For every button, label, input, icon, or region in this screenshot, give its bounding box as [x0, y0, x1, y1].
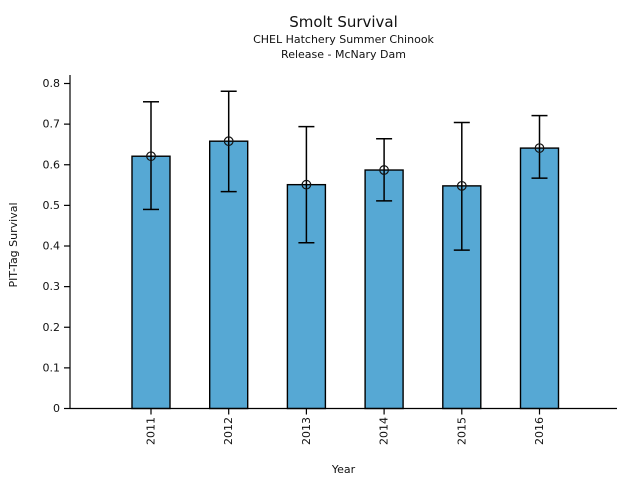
chart-title: Smolt Survival [289, 13, 398, 31]
x-tick-label-2011: 2011 [145, 417, 158, 445]
errorbar-2013 [298, 125, 315, 244]
bar-2014 [364, 169, 404, 410]
y-tick-label-0.1: 0.1 [43, 361, 61, 374]
chart-subtitle-line2: Release - McNary Dam [281, 48, 406, 61]
y-tick-label-0.8: 0.8 [43, 77, 61, 90]
x-tick-label-2014: 2014 [378, 417, 391, 445]
marker-2012 [223, 136, 234, 147]
plot-area: 0 0.1 0.2 0.3 0.4 0.5 0.6 0.7 0.8 2011 2012 2013 201… [43, 75, 617, 445]
chart-subtitle-line1: CHEL Hatchery Summer Chinook [253, 33, 434, 46]
marker-2013 [301, 179, 312, 190]
errorbar-2016 [531, 114, 548, 179]
bar-2016 [519, 147, 560, 410]
y-tick-label-0.7: 0.7 [43, 118, 61, 131]
y-tick-label-0.3: 0.3 [43, 280, 61, 293]
y-tick-label-0: 0 [53, 402, 60, 415]
y-tick-label-0.5: 0.5 [43, 199, 61, 212]
x-tick-label-2013: 2013 [300, 417, 313, 445]
y-axis-title: PIT-Tag Survival [7, 202, 20, 287]
y-tick-label-0.6: 0.6 [43, 158, 61, 171]
y-tick-label-0.2: 0.2 [43, 321, 61, 334]
y-tick-label-0.4: 0.4 [43, 240, 61, 253]
x-tick-label-2015: 2015 [455, 417, 468, 445]
marker-2014 [379, 165, 390, 175]
errorbar-2012 [220, 90, 237, 193]
marker-2015 [456, 180, 467, 191]
marker-2016 [534, 143, 545, 153]
x-tick-label-2016: 2016 [533, 417, 546, 445]
x-tick-label-2012: 2012 [222, 417, 235, 445]
errorbar-2015 [453, 121, 470, 251]
errorbar-2014 [376, 138, 393, 202]
errorbar-2011 [143, 101, 159, 211]
bar-2015 [442, 185, 482, 410]
marker-2011 [146, 151, 156, 162]
x-axis-title: Year [331, 463, 356, 476]
